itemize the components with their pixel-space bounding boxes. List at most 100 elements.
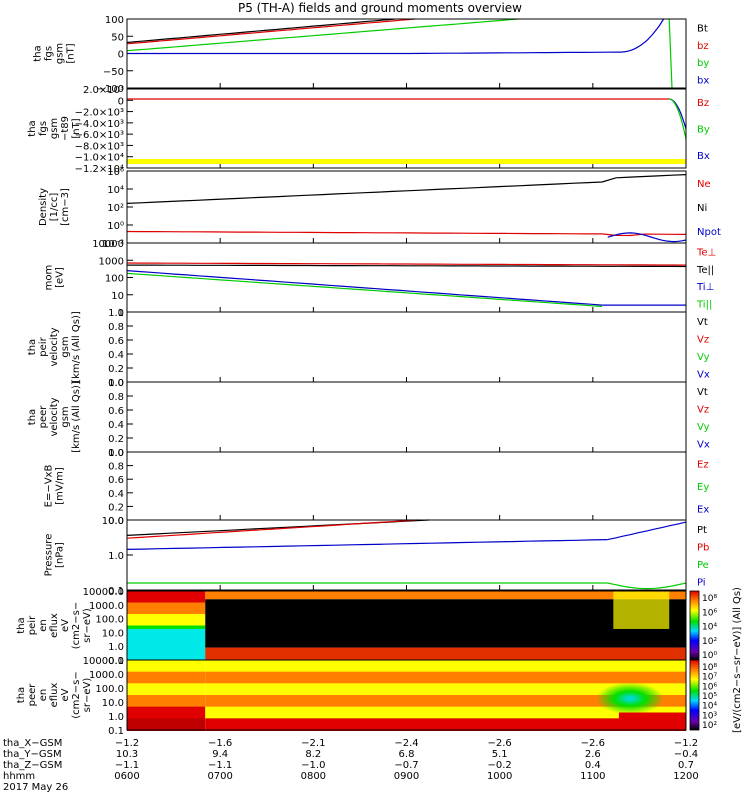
y-axis-label: peer <box>38 405 49 429</box>
y-tick-label: 100.0 <box>95 615 124 626</box>
series-Npot <box>607 232 687 243</box>
legend-entry-Npot: Npot <box>697 227 721 238</box>
y-axis-label: en <box>38 619 49 632</box>
legend-entry-By: By <box>697 125 710 136</box>
y-tick-label: 0.8 <box>108 462 124 473</box>
y-tick-label: 0 <box>118 96 124 107</box>
plot-title: P5 (TH-A) fields and ground moments over… <box>238 1 522 15</box>
y-tick-label: 100 <box>105 274 124 285</box>
legend-entry-Vz: Vz <box>697 404 709 415</box>
y-tick-label: 1.0 <box>108 551 124 562</box>
spectrogram-band <box>205 683 686 696</box>
y-tick-label: 0 <box>118 50 124 61</box>
y-axis-label: [nPa] <box>55 542 66 568</box>
y-tick-label: 0.8 <box>108 322 124 333</box>
x-tick-label: 0700 <box>207 771 232 782</box>
spectrogram-band <box>127 683 206 696</box>
y-axis-label: Pressure <box>44 534 55 577</box>
spectrogram-band <box>127 628 206 660</box>
spectrogram-band <box>205 660 686 673</box>
y-axis-label: [km/s (All Qs)] <box>71 311 82 383</box>
y-tick-label: 10 <box>111 291 124 302</box>
y-tick-label: 0.1 <box>108 656 124 667</box>
y-axis-label: gsm <box>49 118 60 139</box>
panel-fgs: 100 50 0 −50 −100 tha fgs gsm [nT] Bt bz by bx <box>33 15 710 95</box>
spectrogram-band <box>205 718 686 731</box>
ephemeris-value: 9.4 <box>212 749 228 760</box>
series-Pb <box>126 519 418 539</box>
y-tick-label: −2.0×10³ <box>75 108 124 119</box>
panel-frame <box>126 381 687 453</box>
panel-frame <box>126 451 687 521</box>
y-axis-label: gsm <box>60 336 71 357</box>
y-axis-label: peir <box>27 615 38 635</box>
y-tick-label: 10⁻² <box>102 239 124 250</box>
colorbar-tick-label: 10⁸ <box>702 594 717 604</box>
y-axis-label: eflux <box>49 613 60 638</box>
y-tick-label: 10.0 <box>102 516 124 527</box>
y-axis-label: fgs <box>38 121 49 136</box>
y-tick-label: 0.1 <box>108 726 124 737</box>
y-axis-label: sr−eV) <box>82 678 93 713</box>
ephemeris-value: 8.2 <box>305 749 321 760</box>
y-tick-label: 0.4 <box>108 489 124 500</box>
y-tick-label: 0.2 <box>108 502 124 513</box>
legend-entry-Ex: Ex <box>697 505 709 516</box>
spectrogram-band <box>618 712 686 730</box>
legend-entry-Pb: Pb <box>697 542 709 553</box>
panel-frame <box>126 18 687 89</box>
ephemeris-value: 2.6 <box>585 749 601 760</box>
y-axis-label: [nT] <box>66 43 77 63</box>
spectrogram-band <box>205 591 686 600</box>
y-axis-label: eV <box>60 688 71 701</box>
y-tick-label: 1 <box>118 308 124 319</box>
y-tick-label: 1.0 <box>108 308 124 319</box>
y-tick-label: 0.1 <box>108 586 124 597</box>
ephemeris-value: −1.0 <box>301 760 325 771</box>
spectrogram-band <box>205 706 686 720</box>
series-by <box>126 18 519 52</box>
y-axis-label: [cm−3] <box>60 188 71 226</box>
panel-frame <box>126 311 687 383</box>
spectrogram-patch <box>596 682 665 715</box>
legend-entry-Vy: Vy <box>697 422 710 433</box>
y-tick-label: 0.6 <box>108 336 124 347</box>
panel-pressure: 10.0 1.0 0.1 Pressure [nPa] Pt Pb Pe Pi <box>44 516 710 597</box>
quality-flag-bar <box>127 159 686 164</box>
date-label: 2017 May 26 <box>3 782 68 793</box>
y-tick-label: 2.0×10³ <box>83 85 124 96</box>
y-tick-label: 10.0 <box>102 698 124 709</box>
y-axis-label: mom <box>44 265 55 291</box>
spectrogram-band <box>205 671 686 685</box>
ephemeris-label: tha_X−GSM <box>3 738 62 749</box>
series-Ti-perp <box>126 270 603 306</box>
panel-frame <box>126 519 687 591</box>
y-axis-label: [km/s (All Qs)] <box>71 381 82 453</box>
spectrogram-band <box>205 647 686 660</box>
legend-entry-bz: bz <box>697 41 709 52</box>
series-Pe-dip <box>607 582 687 590</box>
y-tick-label: 1.0 <box>108 378 124 389</box>
y-tick-label: 0.4 <box>108 350 124 361</box>
y-axis-label: −t89 <box>60 116 71 141</box>
colorbar-tick-label: 10³ <box>702 711 717 721</box>
y-tick-label: 0.8 <box>108 392 124 403</box>
legend-entry-Vt: Vt <box>697 317 708 328</box>
legend-entry-Ni: Ni <box>697 203 707 214</box>
series-Ti-par <box>126 272 603 308</box>
colorbar-tick-label: 10⁴ <box>702 702 717 712</box>
ephemeris-value: 0.7 <box>678 760 694 771</box>
y-axis-label: tha <box>33 45 44 61</box>
ephemeris-value: −2.6 <box>581 738 605 749</box>
y-axis-label: sr−eV) <box>82 608 93 643</box>
y-tick-label: −6.0×10³ <box>75 130 124 141</box>
legend-entry-Vx: Vx <box>697 369 710 380</box>
y-axis-label: (cm2−s− <box>71 671 82 718</box>
y-axis-label: peir <box>38 336 49 356</box>
y-tick-label: 0.6 <box>108 406 124 417</box>
y-axis-label: fgs <box>44 46 55 61</box>
legend-entry-Pe: Pe <box>697 560 709 571</box>
y-tick-label: 0.0 <box>108 516 124 527</box>
legend-entry-Bx: Bx <box>697 151 710 162</box>
y-tick-label: 50 <box>111 32 124 43</box>
